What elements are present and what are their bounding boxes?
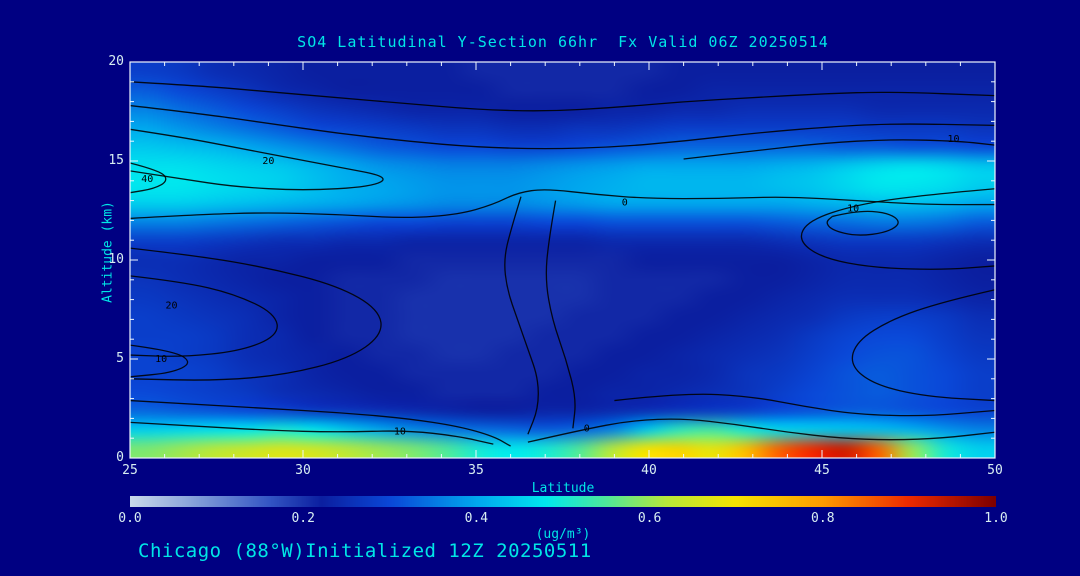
x-tick-label: 45 bbox=[814, 463, 830, 478]
contour-line bbox=[614, 393, 996, 417]
contour-line bbox=[800, 188, 996, 270]
contour-line bbox=[129, 81, 996, 112]
contour-label: 20 bbox=[262, 156, 274, 167]
colorbar-units-label: (ug/m³) bbox=[535, 527, 591, 542]
y-tick-label: 20 bbox=[108, 54, 124, 69]
contour-label: 0 bbox=[622, 198, 628, 209]
contour-label: 10 bbox=[947, 134, 959, 145]
contour-line bbox=[504, 196, 539, 435]
colorbar-tick-label: 0.6 bbox=[637, 511, 662, 526]
colorbar-tick-label: 0.0 bbox=[118, 511, 142, 526]
contour-label: 40 bbox=[141, 174, 153, 185]
x-tick-label: 30 bbox=[295, 463, 311, 478]
contour-line bbox=[129, 247, 382, 381]
model-run-caption: Chicago (88°W)Initialized 12Z 20250511 bbox=[138, 540, 592, 562]
contour-line bbox=[129, 344, 189, 378]
y-tick-label: 5 bbox=[116, 351, 124, 366]
contour-line bbox=[129, 189, 996, 220]
contour-line bbox=[129, 128, 384, 191]
contour-line bbox=[129, 275, 278, 357]
y-tick-label: 0 bbox=[116, 450, 124, 465]
x-tick-label: 40 bbox=[641, 463, 657, 478]
contour-label: 20 bbox=[165, 301, 177, 312]
contour-line bbox=[683, 139, 996, 160]
contour-label: 0 bbox=[584, 423, 590, 434]
contour-label: 10 bbox=[394, 426, 406, 437]
contour-label: 10 bbox=[847, 204, 859, 215]
contour-line bbox=[527, 418, 996, 443]
contour-line bbox=[545, 200, 576, 429]
x-axis-title: Latitude bbox=[531, 481, 595, 496]
colorbar-tick-label: 1.0 bbox=[984, 511, 1008, 526]
y-tick-label: 10 bbox=[108, 252, 124, 267]
colorbar-tick-label: 0.2 bbox=[291, 511, 315, 526]
x-tick-label: 25 bbox=[122, 463, 138, 478]
colorbar-tick-label: 0.8 bbox=[811, 511, 835, 526]
contour-label: 10 bbox=[155, 354, 167, 365]
heatmap-field bbox=[130, 62, 995, 458]
x-tick-label: 35 bbox=[468, 463, 484, 478]
contour-line bbox=[826, 210, 899, 236]
y-tick-label: 15 bbox=[108, 153, 124, 168]
contour-line bbox=[129, 104, 996, 150]
x-tick-label: 50 bbox=[987, 463, 1003, 478]
colorbar-tick-label: 0.4 bbox=[464, 511, 489, 526]
chart-title: SO4 Latitudinal Y-Section 66hr Fx Valid … bbox=[297, 33, 829, 51]
contour-line bbox=[129, 399, 511, 447]
contour-line bbox=[851, 289, 996, 402]
contour-line bbox=[129, 421, 494, 445]
colorbar bbox=[130, 496, 996, 507]
contour-line bbox=[129, 162, 167, 194]
